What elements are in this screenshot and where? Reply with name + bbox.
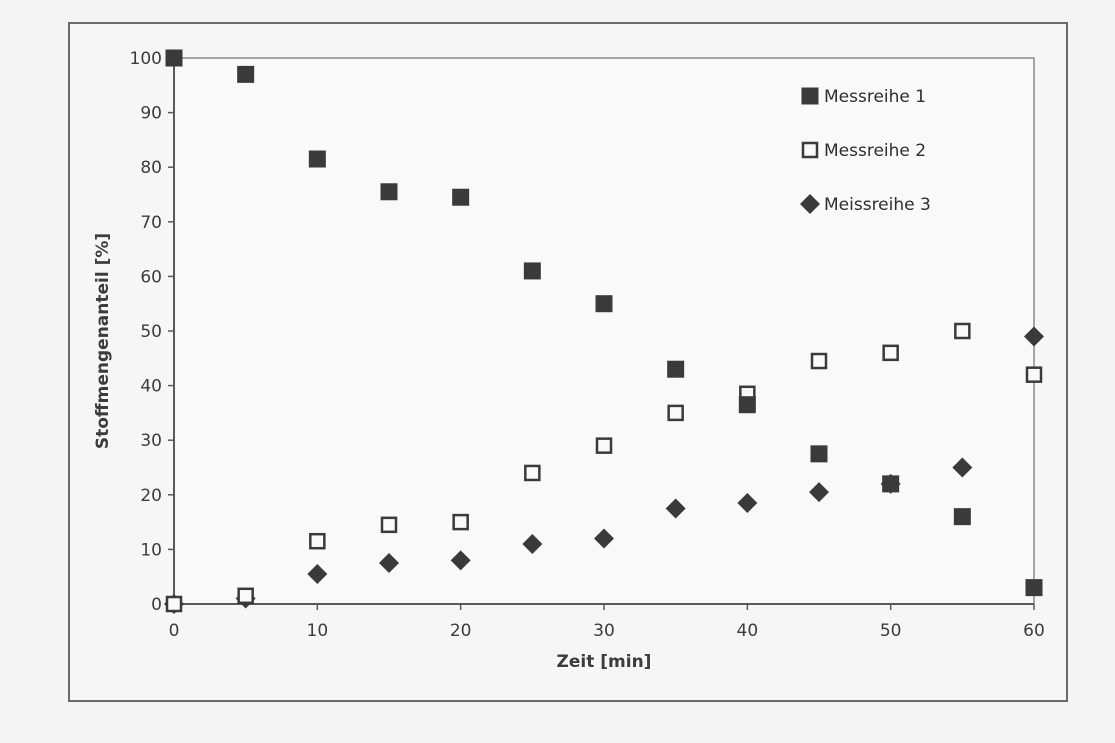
data-point-series-2: [882, 344, 899, 362]
data-point-series-1: [452, 188, 470, 206]
legend-marker-series-2: [801, 141, 819, 159]
data-point-series-2: [524, 464, 541, 482]
axes: 0 10 20 30 40 50 60 70 80 90 100 0 10 20 30 40 50 60: [130, 49, 1045, 641]
data-point-series-1: [667, 360, 685, 378]
data-point-series-1: [523, 262, 541, 280]
plot-area-border: [173, 57, 1035, 605]
data-point-series-1: [237, 65, 255, 83]
data-point-series-3: [594, 528, 614, 549]
data-point-series-1: [953, 508, 971, 526]
data-point-series-2: [810, 352, 828, 370]
data-point-series-3: [665, 498, 686, 519]
legend-label-series-3: Meissreihe 3: [824, 195, 931, 215]
data-point-series-2: [237, 587, 254, 605]
data-point-series-1: [595, 295, 613, 313]
data-marks: [164, 49, 1044, 614]
data-point-series-3: [1024, 326, 1044, 347]
data-point-series-2: [667, 404, 684, 422]
scatter-chart: 0 10 20 30 40 50 60 70 80 90 100 0 10 20 30 40 50 60 Mess…: [93, 49, 1045, 672]
data-point-series-3: [450, 550, 471, 571]
x-axis-title: Zeit [min]: [557, 652, 652, 672]
data-point-series-1: [882, 475, 900, 493]
data-point-series-1: [165, 49, 183, 67]
legend-marker-series-1: [801, 87, 819, 105]
x-tick-label: 60: [1023, 621, 1045, 641]
x-tick-label: 20: [450, 621, 472, 641]
legend-label-series-2: Messreihe 2: [824, 141, 926, 161]
data-point-series-1: [810, 445, 828, 463]
y-tick-label: 30: [140, 431, 162, 451]
data-point-series-1: [738, 396, 756, 414]
data-point-series-2: [380, 516, 398, 534]
data-point-series-3: [809, 482, 829, 503]
plot-area: [173, 57, 1035, 605]
data-point-series-2: [595, 437, 613, 454]
data-point-series-3: [379, 553, 399, 574]
x-tick-label: 10: [307, 621, 329, 641]
data-point-series-2: [309, 532, 326, 550]
y-tick-label: 70: [140, 213, 162, 233]
y-tick-label: 60: [140, 267, 162, 287]
data-point-series-2: [165, 595, 183, 613]
data-point-series-1: [1025, 579, 1043, 597]
data-point-series-2: [452, 513, 469, 531]
x-tick-label: 0: [169, 621, 180, 641]
data-point-series-1: [308, 150, 326, 168]
y-tick-label: 50: [140, 322, 162, 342]
x-tick-label: 30: [593, 621, 615, 641]
y-tick-label: 0: [151, 595, 162, 615]
data-point-series-1: [380, 183, 398, 201]
y-tick-label: 10: [140, 540, 162, 560]
data-point-series-3: [952, 457, 973, 478]
data-point-series-2: [1025, 366, 1043, 383]
data-point-series-2: [954, 322, 971, 340]
legend: Messreihe 1 Messreihe 2 Meissreihe 3: [800, 87, 931, 215]
y-tick-label: 80: [140, 158, 162, 178]
x-tick-label: 50: [880, 621, 902, 641]
data-point-series-3: [307, 563, 328, 584]
legend-marker-series-3: [800, 194, 820, 214]
y-tick-label: 20: [140, 486, 162, 506]
y-tick-label: 100: [130, 49, 162, 69]
y-tick-label: 40: [140, 377, 162, 397]
data-point-series-3: [522, 533, 543, 554]
y-tick-label: 90: [140, 104, 162, 124]
data-point-series-3: [737, 492, 758, 513]
y-axis-title: Stoffmengenanteil [%]: [93, 233, 113, 449]
x-tick-label: 40: [737, 621, 759, 641]
legend-label-series-1: Messreihe 1: [824, 87, 926, 107]
chart-frame: 0 10 20 30 40 50 60 70 80 90 100 0 10 20 30 40 50 60 Mess…: [68, 22, 1068, 702]
